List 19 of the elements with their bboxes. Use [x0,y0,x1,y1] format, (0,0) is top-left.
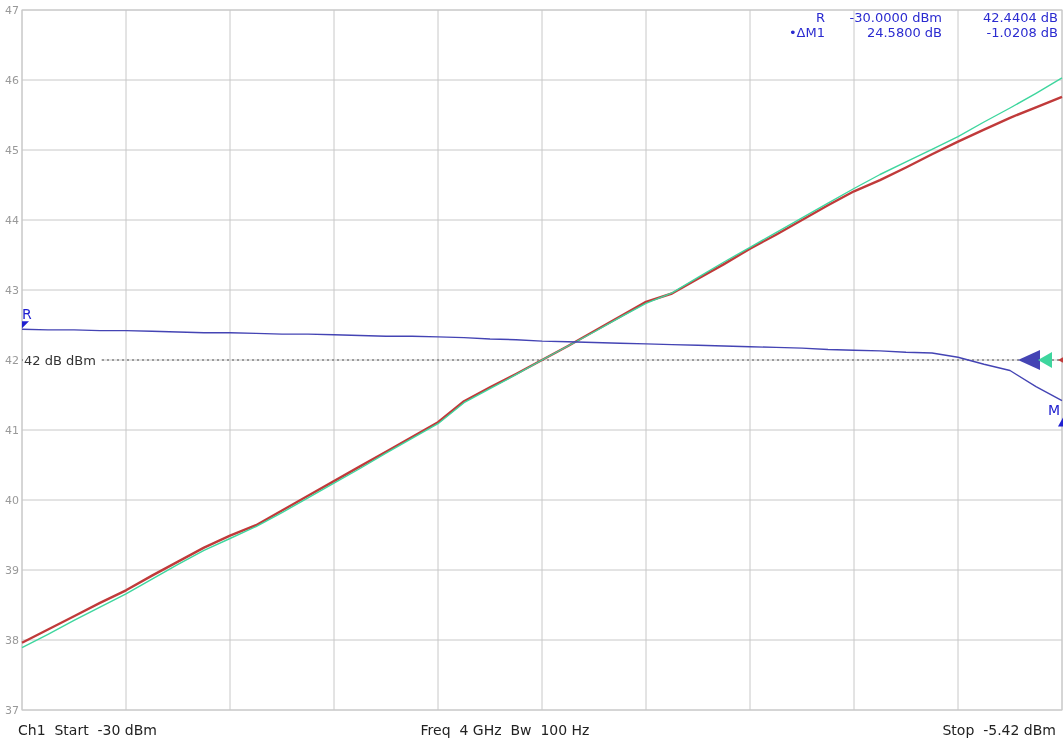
y-tick-label: 47 [5,3,19,17]
text: R -30.0000 dBm 42.4404 dB [815,10,1058,25]
y-tick-label: 37 [5,703,19,717]
text: •ΔM1 24.5800 dB -1.0208 dB [788,25,1058,40]
y-tick-label: 44 [5,213,19,227]
y-tick-label: 45 [5,143,19,157]
annotation: R [22,306,32,323]
y-tick-label: 42 [5,353,19,367]
y-tick-label: 40 [5,493,19,507]
ref-line-label: 42 dB dBm [24,353,96,368]
y-tick-label: 46 [5,73,19,87]
annotation: M [1048,401,1061,418]
text: Freq 4 GHz Bw 100 Hz [420,722,590,738]
y-tick-label: 39 [5,563,19,577]
y-tick-label: 43 [5,283,19,297]
y-tick-label: 41 [5,423,19,437]
text: Ch1 Start -30 dBm [18,722,158,738]
y-tick-label: 38 [5,633,19,647]
text: Stop -5.42 dBm [942,722,1056,738]
